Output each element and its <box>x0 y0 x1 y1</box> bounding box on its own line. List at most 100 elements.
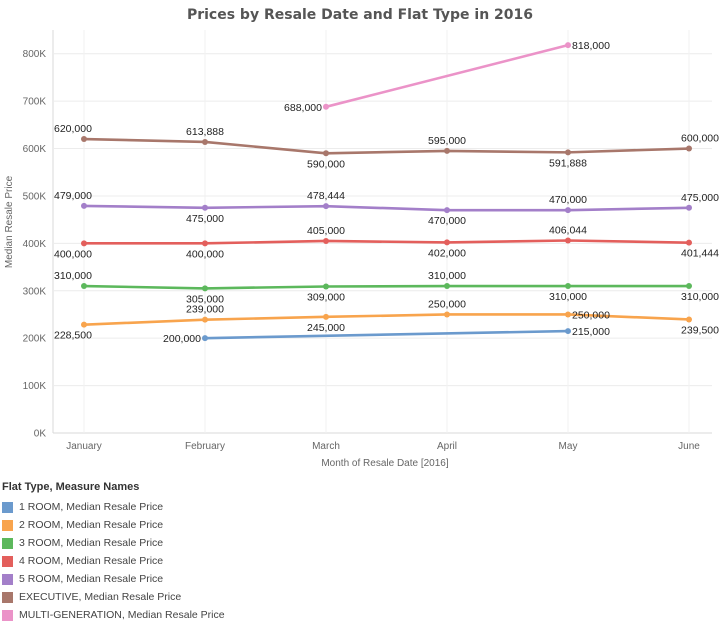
data-label: 470,000 <box>428 215 466 227</box>
data-point <box>81 136 87 143</box>
data-point <box>444 311 450 318</box>
x-tick-label: April <box>437 441 457 452</box>
data-label: 310,000 <box>549 291 587 303</box>
legend-swatch <box>2 555 13 567</box>
data-label: 818,000 <box>572 40 610 52</box>
data-point <box>565 149 571 156</box>
data-point <box>444 283 450 290</box>
data-label: 470,000 <box>549 194 587 206</box>
data-point <box>686 239 692 246</box>
data-label: 478,444 <box>307 190 345 202</box>
data-point <box>444 147 450 154</box>
series-line <box>84 239 690 245</box>
data-point <box>81 321 87 328</box>
legend-label: EXECUTIVE, Median Resale Price <box>19 591 182 603</box>
legend-item[interactable]: EXECUTIVE, Median Resale Price <box>2 588 402 606</box>
y-tick-label: 300K <box>23 286 47 297</box>
series-line <box>204 329 569 340</box>
legend-label: MULTI-GENERATION, Median Resale Price <box>19 609 225 621</box>
data-label: 613,888 <box>186 126 224 138</box>
data-label: 200,000 <box>163 333 201 345</box>
data-point <box>202 138 208 145</box>
data-point <box>565 207 571 214</box>
legend-swatch <box>2 519 13 531</box>
data-label: 250,000 <box>428 298 466 310</box>
data-point <box>444 239 450 246</box>
data-label: 475,000 <box>681 192 719 204</box>
data-point <box>323 103 329 110</box>
series-line <box>325 43 569 109</box>
y-tick-label: 0K <box>34 429 47 440</box>
legend-label: 4 ROOM, Median Resale Price <box>19 555 164 567</box>
data-label: 406,044 <box>549 224 587 236</box>
data-point <box>202 240 208 247</box>
data-point <box>202 316 208 323</box>
legend-item[interactable]: 3 ROOM, Median Resale Price <box>2 534 402 552</box>
data-label: 309,000 <box>307 291 345 303</box>
legend-item[interactable]: MULTI-GENERATION, Median Resale Price <box>2 606 402 624</box>
x-tick-label: February <box>185 441 225 452</box>
y-tick-label: 500K <box>23 191 47 202</box>
y-tick-label: 200K <box>23 334 47 345</box>
y-tick-label: 100K <box>23 381 47 392</box>
data-label: 595,000 <box>428 135 466 147</box>
data-labels: 200,000 215,000 228,500 239,000 245,000 250,0… <box>54 40 719 345</box>
data-point <box>323 283 329 290</box>
data-label: 310,000 <box>681 291 719 303</box>
data-point <box>323 150 329 157</box>
x-tick-label: March <box>312 441 340 452</box>
y-tick-label: 600K <box>23 144 47 155</box>
data-point <box>565 311 571 318</box>
legend-item[interactable]: 2 ROOM, Median Resale Price <box>2 516 402 534</box>
legend-items: 1 ROOM, Median Resale Price 2 ROOM, Media… <box>2 498 402 624</box>
series-line <box>83 284 689 290</box>
legend-swatch <box>2 573 13 585</box>
x-tick-label: June <box>678 441 700 452</box>
legend-title: Flat Type, Measure Names <box>2 481 140 493</box>
data-label: 250,000 <box>572 309 610 321</box>
data-point <box>444 207 450 214</box>
data-label: 401,444 <box>681 248 719 260</box>
legend: Flat Type, Measure Names 1 ROOM, Median … <box>2 481 402 624</box>
data-point <box>323 237 329 244</box>
legend-item[interactable]: 1 ROOM, Median Resale Price <box>2 498 402 516</box>
series-line <box>83 137 690 155</box>
data-point <box>686 283 692 290</box>
data-label: 620,000 <box>54 123 92 135</box>
x-axis-title: Month of Resale Date [2016] <box>321 458 449 469</box>
line-chart: Prices by Resale Date and Flat Type in 2… <box>4 7 719 469</box>
y-axis: 0K 100K 200K 300K 400K 500K 600K 700K 800K <box>23 49 47 439</box>
legend-item[interactable]: 4 ROOM, Median Resale Price <box>2 552 402 570</box>
data-label: 310,000 <box>54 270 92 282</box>
data-point <box>565 237 571 244</box>
data-point <box>686 145 692 152</box>
y-tick-label: 400K <box>23 239 47 250</box>
data-label: 400,000 <box>54 248 92 260</box>
data-label: 402,000 <box>428 247 466 259</box>
data-label: 305,000 <box>186 293 224 305</box>
x-tick-label: January <box>66 441 102 452</box>
legend-swatch <box>2 537 13 549</box>
data-label: 405,000 <box>307 225 345 237</box>
data-point <box>81 283 87 290</box>
data-label: 688,000 <box>284 102 322 114</box>
data-point <box>565 283 571 290</box>
y-axis-title: Median Resale Price <box>4 175 15 268</box>
series-line <box>83 204 690 212</box>
chart-title: Prices by Resale Date and Flat Type in 2… <box>187 7 533 23</box>
x-axis: January February March April May June <box>66 441 700 452</box>
data-label: 239,000 <box>186 304 224 316</box>
data-point <box>686 316 692 323</box>
data-point <box>323 203 329 210</box>
data-label: 590,000 <box>307 158 345 170</box>
data-label: 245,000 <box>307 322 345 334</box>
data-point <box>202 285 208 292</box>
data-point <box>81 202 87 209</box>
data-label: 475,000 <box>186 213 224 225</box>
legend-label: 3 ROOM, Median Resale Price <box>19 537 164 549</box>
x-tick-label: May <box>559 441 578 452</box>
series-line <box>83 313 690 326</box>
data-label: 591,888 <box>549 157 587 169</box>
legend-item[interactable]: 5 ROOM, Median Resale Price <box>2 570 402 588</box>
data-label: 600,000 <box>681 133 719 145</box>
